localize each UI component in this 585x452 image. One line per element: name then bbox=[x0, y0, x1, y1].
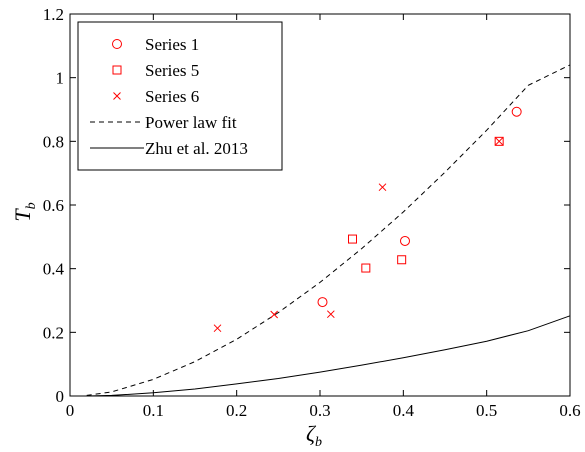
x-tick-label: 0 bbox=[66, 401, 75, 420]
y-tick-label: 0.8 bbox=[43, 132, 64, 151]
data-point-circle bbox=[511, 106, 522, 117]
legend-marker-circle bbox=[112, 39, 122, 49]
data-point-square bbox=[348, 234, 357, 244]
zhu-2013-line bbox=[86, 315, 571, 397]
legend-items: Series 1 Series 5 Series 6 Power law fit Zhu… bbox=[90, 35, 248, 158]
data-markers bbox=[213, 106, 522, 333]
legend-label: Power law fit bbox=[145, 113, 237, 132]
power-law-fit-line bbox=[86, 64, 571, 396]
data-point-circle bbox=[400, 235, 410, 246]
x-axis-label: ζb bbox=[306, 421, 322, 450]
y-axis-label-main: T bbox=[10, 208, 35, 222]
data-point-x bbox=[495, 137, 504, 146]
data-point-x bbox=[270, 310, 279, 319]
legend-box bbox=[77, 21, 283, 171]
legend-label: Zhu et al. 2013 bbox=[145, 139, 248, 158]
legend: Series 1 Series 5 Series 6 Power law fit Zhu… bbox=[77, 21, 283, 171]
tick-labels: 0 0.1 0.2 0.3 0.4 0.5 0.6 0 0.2 0.4 0.6 0.8 1 1.2 bbox=[43, 5, 581, 420]
y-tick-label: 1.2 bbox=[43, 5, 64, 24]
x-tick-label: 0.3 bbox=[309, 401, 330, 420]
y-tick-label: 0.4 bbox=[43, 260, 65, 279]
legend-label: Series 6 bbox=[145, 87, 199, 106]
data-point-x bbox=[378, 183, 387, 192]
x-tick-label: 0.6 bbox=[559, 401, 580, 420]
y-axis-label-sub: b bbox=[24, 202, 39, 209]
y-axis-label: Tb bbox=[10, 202, 39, 221]
x-tick-label: 0.1 bbox=[143, 401, 164, 420]
fit-lines bbox=[86, 64, 571, 397]
x-axis-label-main: ζ bbox=[306, 421, 317, 446]
legend-label: Series 5 bbox=[145, 61, 199, 80]
axis-ticks bbox=[69, 13, 571, 397]
y-tick-label: 0.6 bbox=[43, 196, 64, 215]
x-tick-label: 0.4 bbox=[393, 401, 415, 420]
data-point-square bbox=[494, 136, 504, 146]
data-point-x bbox=[213, 324, 222, 333]
data-point-square bbox=[361, 263, 371, 273]
x-tick-label: 0.5 bbox=[476, 401, 497, 420]
y-tick-label: 0 bbox=[56, 387, 65, 406]
x-tick-label: 0.2 bbox=[226, 401, 247, 420]
legend-marker-square bbox=[112, 65, 122, 75]
data-point-x bbox=[326, 310, 335, 319]
y-tick-label: 1 bbox=[56, 69, 65, 88]
data-point-circle bbox=[317, 297, 328, 308]
x-axis-label-sub: b bbox=[315, 435, 322, 450]
data-point-square bbox=[397, 255, 407, 265]
legend-label: Series 1 bbox=[145, 35, 199, 54]
legend-marker-x bbox=[113, 92, 121, 100]
y-tick-label: 0.2 bbox=[43, 323, 64, 342]
